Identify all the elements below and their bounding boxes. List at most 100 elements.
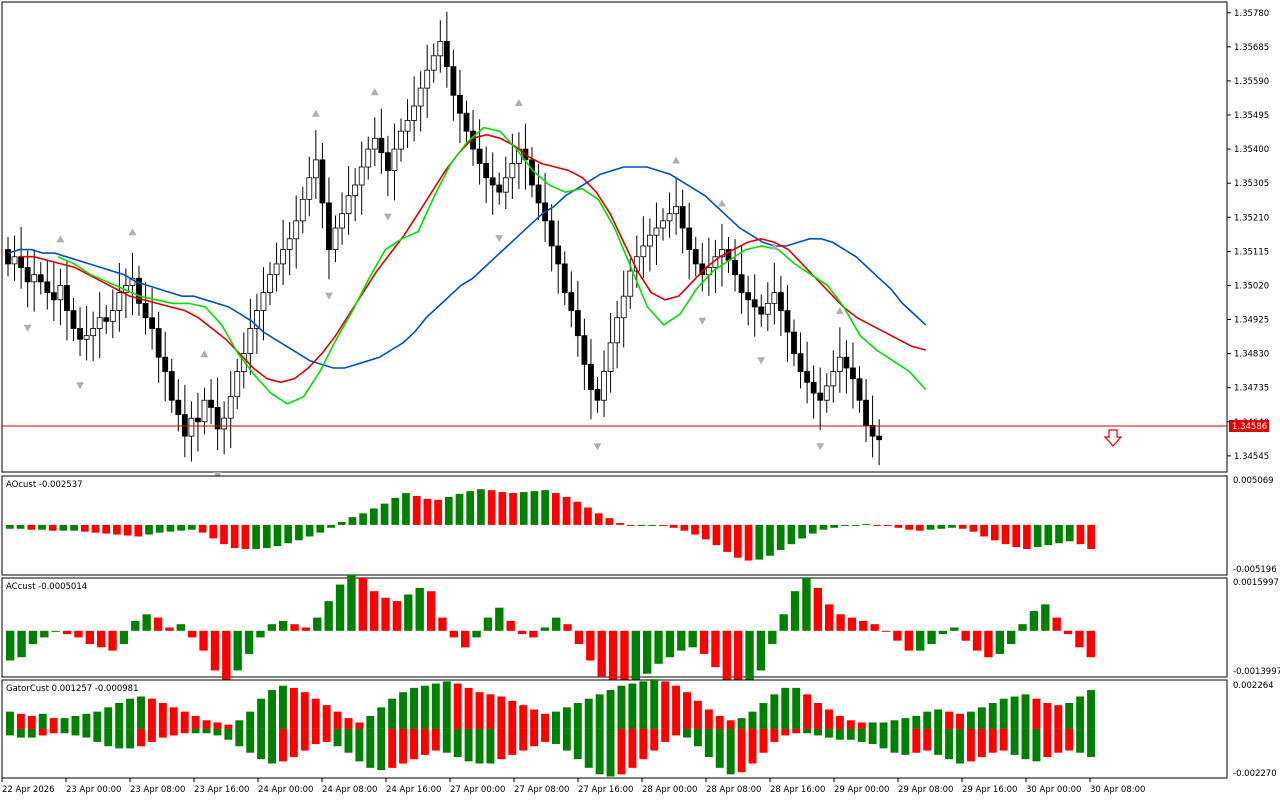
gator-lower-bar	[1021, 728, 1030, 760]
ao-bar	[166, 524, 175, 532]
gator-lower-bar	[126, 728, 135, 749]
candle-body	[57, 285, 64, 301]
ac-bar	[483, 617, 493, 631]
gator-upper-bar	[410, 687, 418, 729]
ao-pane[interactable]: AOcust -0.002537 0.005069 -0.005196	[1, 475, 1277, 576]
gator-upper-bar	[257, 698, 266, 729]
gator-upper-bar	[420, 685, 429, 729]
time-axis: 22 Apr 2026 23 Apr 00:00 23 Apr 08:00 23 Ap…	[1, 778, 1145, 795]
ac-bar	[233, 630, 242, 671]
candle-body	[339, 213, 345, 229]
sell-arrow-icon	[1103, 429, 1123, 447]
gator-upper-bar	[683, 692, 691, 729]
ac-bar	[324, 601, 333, 631]
gator-upper-bar	[1032, 698, 1041, 729]
gator-upper-bar	[639, 681, 648, 729]
ac-bar	[165, 627, 174, 631]
gator-upper-bar	[475, 692, 484, 729]
ao-bar	[91, 524, 100, 533]
ao-bar	[776, 524, 785, 550]
candle-body	[692, 249, 699, 265]
ao-bar	[455, 494, 464, 525]
candle-body	[70, 310, 77, 329]
gator-upper-bar	[497, 696, 506, 729]
gator-lower-bar	[639, 728, 648, 760]
ac-bar	[574, 630, 584, 645]
ac-bar	[1052, 617, 1061, 631]
gator-lower-bar	[956, 728, 964, 764]
gator-lower-bar	[857, 728, 866, 742]
ao-bar	[145, 524, 153, 535]
price-tick-label: 1.34735	[1234, 384, 1269, 394]
gator-lower-bar	[213, 728, 222, 736]
ac-bar	[893, 630, 902, 641]
candle-body	[326, 202, 332, 250]
candle-body	[476, 148, 483, 164]
ac-bar	[950, 627, 959, 631]
gator-lower-bar	[410, 728, 418, 760]
gator-lower-bar	[519, 728, 528, 751]
ao-bar	[766, 524, 774, 556]
ao-bar	[626, 524, 635, 526]
current-price-label: 1.34586	[1232, 422, 1267, 432]
ao-axis-bottom: -0.005196	[1233, 565, 1277, 575]
price-tick-label: 1.34830	[1234, 350, 1269, 360]
ac-axis-bottom: -0.0013997	[1233, 667, 1280, 677]
candle-body	[758, 306, 765, 315]
price-pane[interactable]	[1, 0, 1228, 487]
gator-lower-bar	[1032, 728, 1041, 762]
teeth-line	[20, 133, 926, 384]
gator-lower-bar	[803, 728, 812, 734]
gator-upper-bar	[945, 711, 954, 729]
ac-bar	[904, 630, 913, 651]
gator-axis-bottom: -0.002270	[1233, 769, 1277, 779]
candle-body	[188, 417, 195, 437]
ao-bar	[38, 524, 46, 530]
ao-bar	[348, 517, 357, 525]
gator-lower-bar	[781, 728, 790, 736]
gator-lower-bar	[442, 728, 451, 753]
ao-bar	[691, 524, 699, 535]
ao-bar	[734, 524, 742, 558]
ao-bar	[284, 524, 293, 544]
ac-bar	[540, 627, 549, 631]
candle-body	[496, 184, 503, 193]
candle-body	[214, 407, 221, 430]
fractal-up-icon	[514, 99, 523, 107]
gator-pane[interactable]: GatorCust 0.001257 -0.000981 0.002264 -0…	[1, 679, 1277, 779]
ao-bar	[327, 524, 335, 528]
ao-bar	[1023, 524, 1031, 549]
gator-upper-bar	[93, 711, 102, 729]
candle-body	[50, 292, 57, 301]
gator-upper-bar	[1065, 702, 1074, 729]
ao-bar	[948, 524, 956, 528]
ao-bar	[530, 491, 539, 525]
ao-bar	[969, 524, 978, 532]
ac-bar	[972, 630, 982, 651]
ac-bar	[802, 577, 811, 631]
ac-bar	[472, 630, 481, 638]
ao-bar	[305, 524, 314, 537]
candle-body	[653, 227, 660, 236]
lips-line	[57, 126, 927, 405]
candle-body	[411, 105, 418, 121]
gator-lower-bar	[257, 728, 266, 760]
ac-pane[interactable]: ACcust -0.0005014 0.0015997 -0.0013997	[1, 574, 1280, 691]
candle-body	[666, 213, 673, 222]
gator-lower-bar	[715, 728, 724, 768]
gator-lower-bar	[82, 728, 91, 738]
gator-histogram	[6, 679, 1095, 777]
gator-lower-bar	[104, 728, 113, 747]
ac-bar	[222, 630, 231, 681]
ac-bar	[1018, 624, 1027, 631]
price-tick-label: 1.35210	[1234, 213, 1269, 223]
ac-bar	[813, 587, 822, 631]
gator-lower-bar	[202, 728, 211, 734]
ao-bar	[841, 524, 849, 526]
ac-histogram	[6, 574, 1095, 691]
candle-body	[352, 184, 359, 197]
gator-upper-bar	[235, 720, 244, 729]
gator-lower-bar	[1054, 728, 1063, 753]
gator-lower-bar	[71, 728, 80, 736]
